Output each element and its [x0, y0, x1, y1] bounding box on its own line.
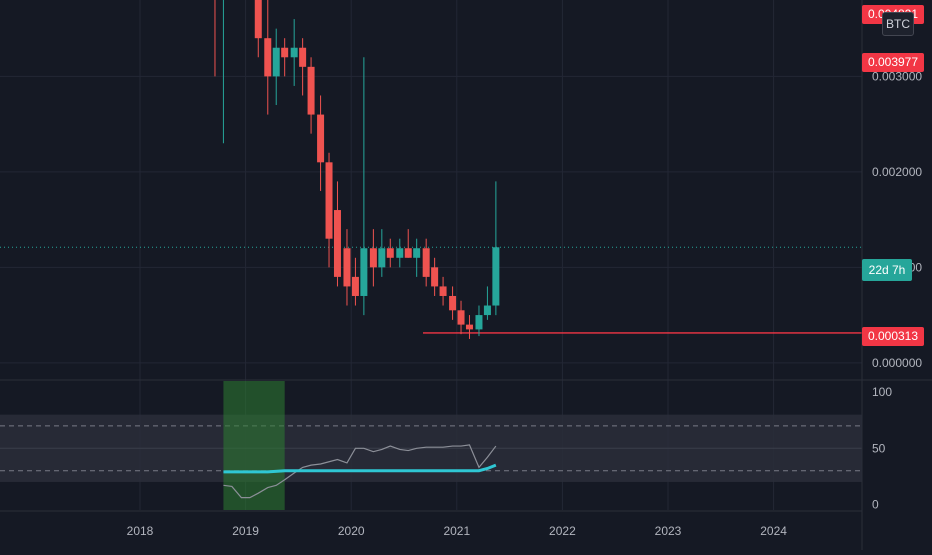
- countdown-label[interactable]: 22d 7h: [862, 259, 912, 281]
- candle-body: [299, 47, 307, 67]
- candle-body: [307, 66, 315, 115]
- price-label-second[interactable]: 0.003977: [862, 53, 924, 72]
- candle-body: [290, 47, 298, 58]
- price-label-bottom-text: 0.000313: [867, 329, 919, 343]
- candle-body: [360, 248, 368, 296]
- candle-body: [317, 114, 325, 163]
- candle-body: [378, 248, 386, 268]
- candle-body: [351, 276, 359, 296]
- candle-body: [422, 248, 430, 277]
- candles: [214, 0, 500, 339]
- rsi-tick-label: 0: [872, 497, 879, 511]
- price-label-second-text: 0.003977: [867, 55, 919, 69]
- countdown-label-text: 22d 7h: [868, 263, 906, 277]
- x-tick-label: 2020: [338, 524, 365, 538]
- candle-body: [369, 248, 377, 268]
- candle-body: [264, 38, 272, 77]
- candle-body: [483, 305, 491, 316]
- grid: [0, 0, 862, 510]
- currency-badge-text: BTC: [886, 17, 910, 31]
- candle-body: [404, 248, 412, 258]
- candle-body: [333, 210, 341, 277]
- candle-body: [325, 162, 333, 239]
- level-lines[interactable]: [411, 0, 862, 334]
- y-tick-label: 0.002000: [872, 165, 922, 179]
- candle-body: [386, 248, 394, 258]
- candle-body: [413, 248, 421, 258]
- price-label-bottom[interactable]: 0.000313: [862, 327, 924, 346]
- rsi-highlight-rect: [223, 381, 285, 510]
- x-tick-label: 2018: [127, 524, 154, 538]
- candle-body: [475, 315, 483, 330]
- x-tick-label: 2024: [760, 524, 787, 538]
- candle-body: [465, 324, 473, 330]
- candle-body: [449, 295, 457, 311]
- y-tick-label: 0.000000: [872, 356, 922, 370]
- rsi-tick-label: 50: [872, 441, 886, 455]
- rsi-ma-line: [223, 463, 497, 474]
- candle-body: [272, 47, 280, 77]
- candle-body: [492, 247, 500, 306]
- currency-badge[interactable]: BTC: [882, 12, 914, 36]
- candle-body: [281, 47, 289, 58]
- x-tick-label: 2023: [655, 524, 682, 538]
- candle-body: [396, 248, 404, 258]
- rsi-tick-label: 100: [872, 385, 892, 399]
- candle-body: [431, 267, 439, 287]
- x-tick-label: 2022: [549, 524, 576, 538]
- rsi-lines: [223, 444, 497, 499]
- x-tick-label: 2019: [232, 524, 259, 538]
- candle-body: [343, 248, 351, 287]
- x-tick-label: 2021: [443, 524, 470, 538]
- highlight-zone: [223, 381, 285, 510]
- candle-body: [457, 310, 465, 325]
- candle-body: [254, 0, 262, 39]
- candle-body: [439, 286, 447, 296]
- y-tick-label: 0.003000: [872, 69, 922, 83]
- rsi-line: [223, 444, 497, 499]
